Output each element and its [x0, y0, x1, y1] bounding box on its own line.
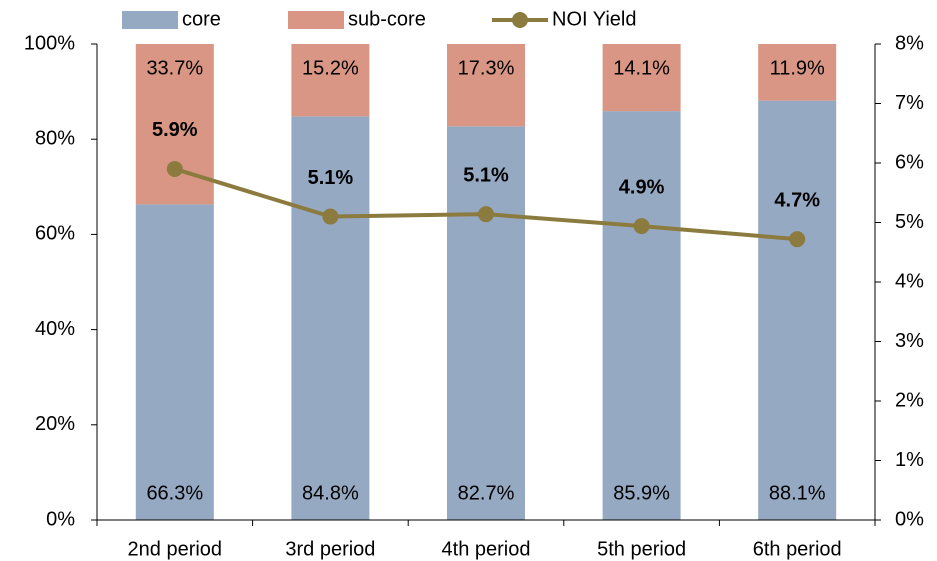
data-label: 4.9%	[619, 176, 665, 198]
legend-marker	[512, 12, 528, 28]
bar	[758, 100, 837, 521]
legend-swatch	[122, 11, 178, 29]
data-label: 4.7%	[774, 189, 820, 211]
data-label: 5.9%	[152, 119, 198, 141]
bar	[602, 111, 681, 520]
legend-swatch	[288, 11, 344, 29]
data-label: 5.1%	[308, 167, 354, 189]
line-marker	[478, 206, 494, 223]
bar	[602, 44, 681, 112]
data-label: 66.3%	[146, 482, 203, 504]
y-tick-label: 40%	[35, 318, 75, 340]
data-label: 17.3%	[458, 57, 515, 79]
data-label: 85.9%	[613, 482, 670, 504]
y2-tick-label: 7%	[895, 92, 924, 114]
data-label: 84.8%	[302, 482, 359, 504]
x-tick-label: 3rd period	[285, 538, 375, 560]
x-tick-label: 4th period	[442, 538, 531, 560]
x-tick-label: 2nd period	[128, 538, 223, 560]
bar	[758, 44, 837, 101]
y2-tick-label: 0%	[895, 508, 924, 530]
data-label: 15.2%	[302, 57, 359, 79]
y2-tick-label: 3%	[895, 330, 924, 352]
y2-tick-label: 8%	[895, 32, 924, 54]
bar	[291, 44, 370, 117]
data-label: 14.1%	[613, 57, 670, 79]
y-tick-label: 0%	[46, 508, 75, 530]
y2-tick-label: 4%	[895, 270, 924, 292]
line-marker	[633, 218, 650, 235]
bar	[291, 116, 370, 521]
y-tick-label: 100%	[24, 32, 75, 54]
data-label: 5.1%	[463, 164, 509, 186]
y2-tick-label: 5%	[895, 211, 924, 233]
y2-tick-label: 2%	[895, 389, 924, 411]
y-tick-label: 80%	[35, 127, 75, 149]
y-tick-label: 60%	[35, 223, 75, 245]
x-tick-label: 6th period	[753, 538, 842, 560]
y2-tick-label: 6%	[895, 151, 924, 173]
x-tick-label: 5th period	[597, 538, 686, 560]
legend-label: core	[182, 8, 221, 30]
data-label: 82.7%	[458, 482, 515, 504]
line-marker	[789, 231, 806, 248]
data-label: 11.9%	[770, 57, 825, 79]
legend-label: NOI Yield	[552, 8, 636, 30]
bar	[135, 204, 214, 521]
data-label: 33.7%	[146, 57, 203, 79]
bar	[447, 126, 525, 521]
line-marker	[322, 208, 339, 225]
line-marker	[166, 160, 183, 177]
y2-tick-label: 1%	[895, 449, 924, 471]
data-label: 88.1%	[769, 482, 826, 504]
bar	[447, 44, 525, 127]
legend-label: sub-core	[348, 8, 426, 30]
y-tick-label: 20%	[35, 413, 75, 435]
